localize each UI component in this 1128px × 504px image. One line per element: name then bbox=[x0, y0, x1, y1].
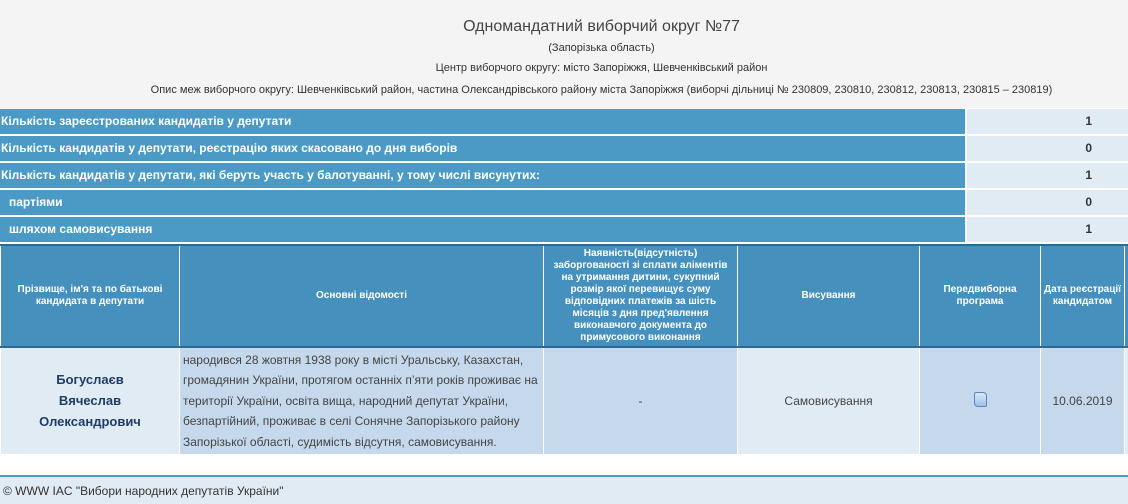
summary-label: партіями bbox=[0, 190, 965, 215]
col-header-alimony: Наявність(відсутність) заборгованості зі… bbox=[544, 245, 738, 347]
summary-label: Кількість кандидатів у депутати, реєстра… bbox=[0, 136, 965, 161]
district-center: Центр виборчого округу: місто Запоріжжя,… bbox=[0, 58, 1128, 78]
col-header-date: Дата реєстрації кандидатом bbox=[1041, 245, 1125, 347]
nomination: Самовисування bbox=[738, 347, 920, 454]
summary-table: Кількість зареєстрованих кандидатів у де… bbox=[0, 109, 1128, 242]
col-header-extra bbox=[1125, 245, 1128, 347]
col-header-name: Прізвище, ім'я та по батькові кандидата … bbox=[1, 245, 180, 347]
col-header-info: Основні відомості bbox=[180, 245, 544, 347]
region: (Запорізька область) bbox=[0, 38, 1128, 58]
summary-value: 1 bbox=[967, 163, 1128, 188]
candidate-info: народився 28 жовтня 1938 року в місті Ур… bbox=[180, 347, 544, 454]
alimony-status: - bbox=[544, 347, 738, 454]
summary-value: 0 bbox=[967, 136, 1128, 161]
extra-cell bbox=[1125, 347, 1128, 454]
summary-label: Кількість кандидатів у депутати, які бер… bbox=[0, 163, 965, 188]
surname: Богуслаєв bbox=[1, 369, 179, 390]
table-header-row: Прізвище, ім'я та по батькові кандидата … bbox=[1, 245, 1128, 347]
program-cell bbox=[920, 347, 1041, 454]
col-header-nomination: Висування bbox=[738, 245, 920, 347]
first-name: Вячеслав bbox=[1, 390, 179, 411]
summary-label: шляхом самовисування bbox=[0, 217, 965, 242]
district-header: Одномандатний виборчий округ №77 (Запорі… bbox=[0, 0, 1128, 108]
candidates-table: Прізвище, ім'я та по батькові кандидата … bbox=[0, 244, 1128, 455]
col-header-program: Передвиборна програма bbox=[920, 245, 1041, 347]
summary-value: 1 bbox=[967, 217, 1128, 242]
registration-date: 10.06.2019 bbox=[1041, 347, 1125, 454]
document-icon[interactable] bbox=[974, 392, 987, 407]
summary-value: 1 bbox=[967, 109, 1128, 134]
summary-row: Кількість кандидатів у депутати, реєстра… bbox=[0, 136, 1128, 161]
summary-value: 0 bbox=[967, 190, 1128, 215]
patronymic: Олександрович bbox=[1, 411, 179, 432]
summary-label: Кількість зареєстрованих кандидатів у де… bbox=[0, 109, 965, 134]
district-bounds: Опис меж виборчого округу: Шевченківськи… bbox=[0, 80, 1128, 100]
summary-row: Кількість кандидатів у депутати, які бер… bbox=[0, 163, 1128, 188]
summary-row: Кількість зареєстрованих кандидатів у де… bbox=[0, 109, 1128, 134]
footer: © WWW IAC "Вибори народних депутатів Укр… bbox=[0, 475, 1128, 504]
page-title: Одномандатний виборчий округ №77 bbox=[0, 16, 1128, 38]
